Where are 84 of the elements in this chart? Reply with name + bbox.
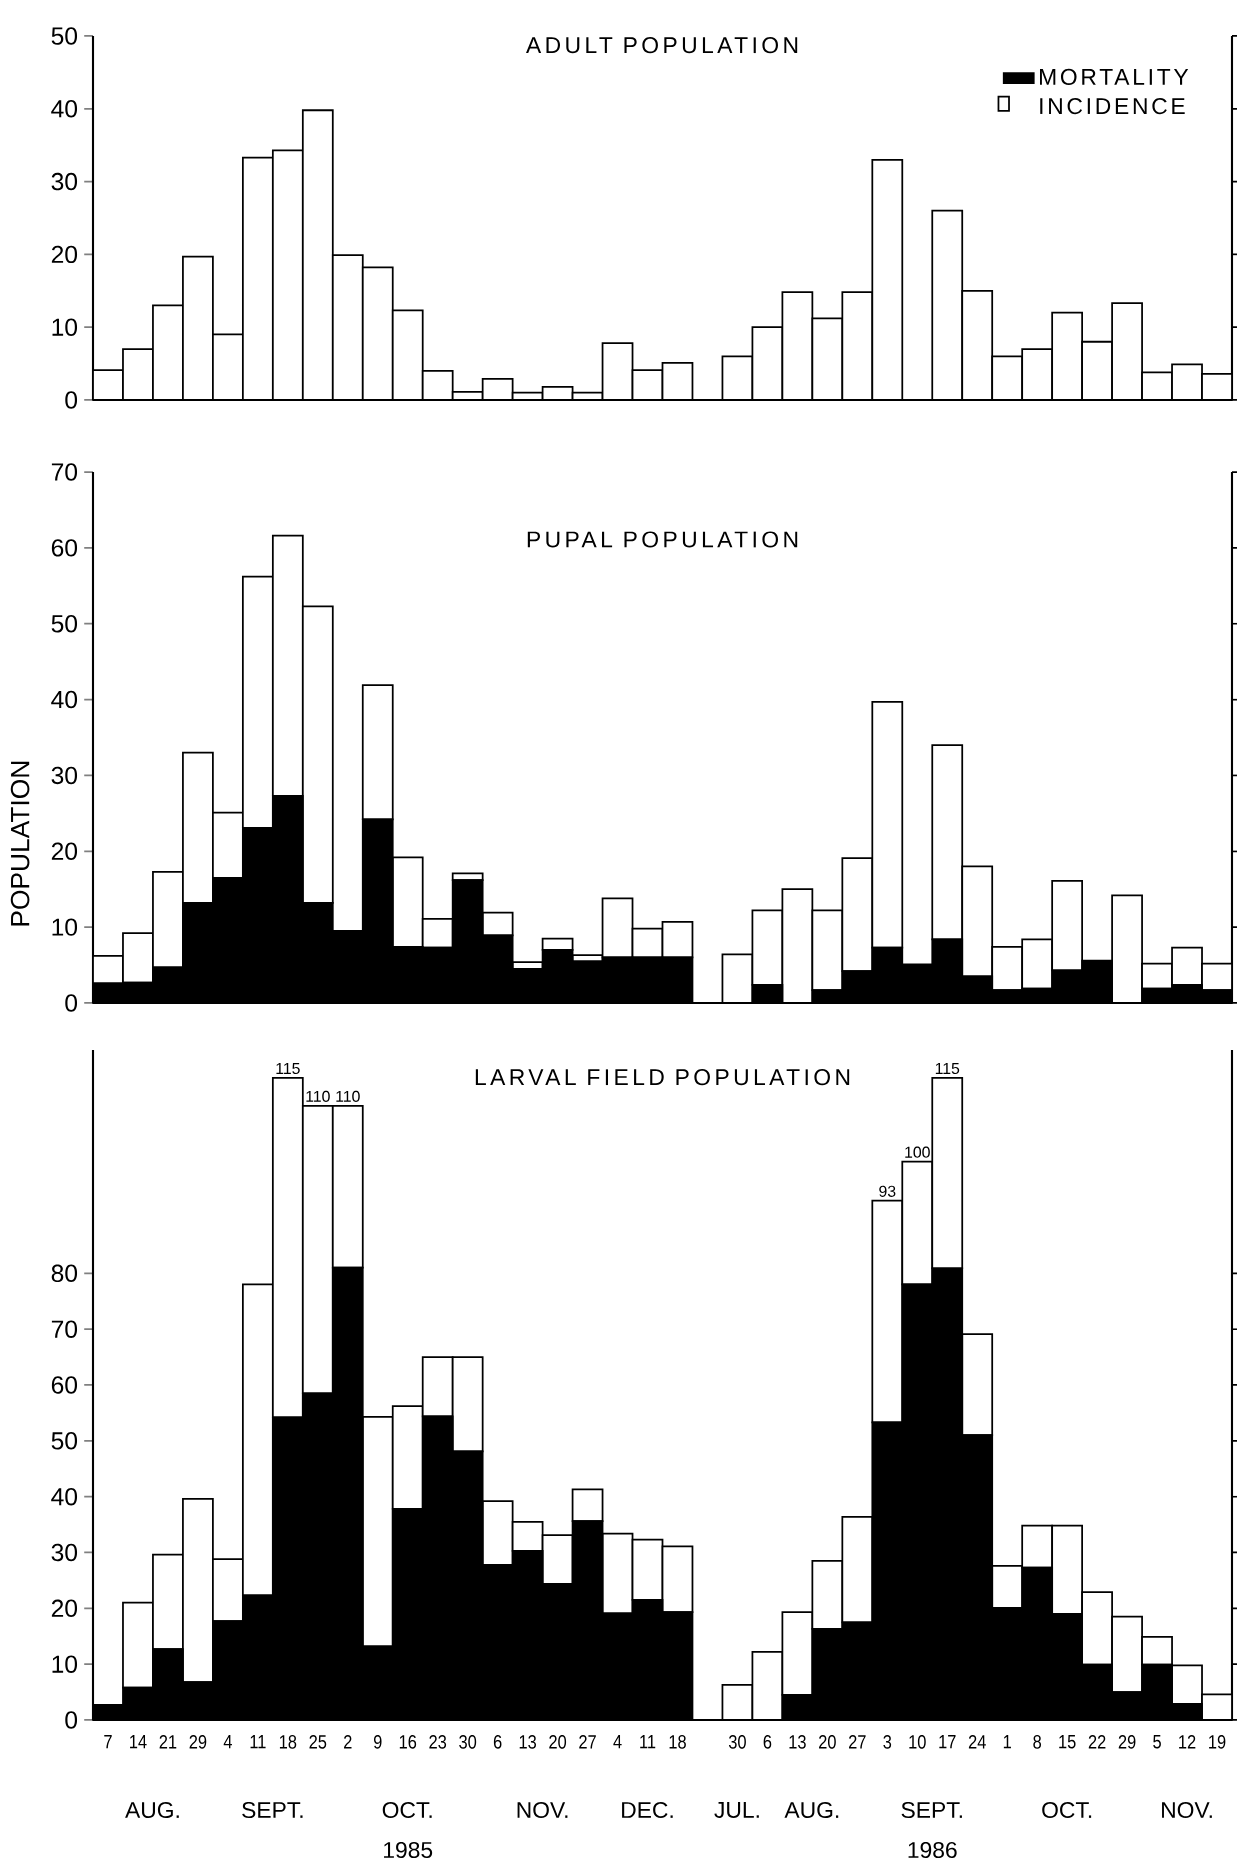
legend-label: INCIDENCE	[1040, 97, 1185, 115]
x-tick-label: 5	[1153, 1735, 1161, 1749]
x-tick-label: 13	[519, 1735, 537, 1749]
text: PUPAL POPULATION	[527, 531, 798, 548]
x-tick-label: 3	[883, 1735, 892, 1749]
legend-label: MORTALITY	[1040, 68, 1189, 86]
x-tick-label: 10	[909, 1735, 926, 1749]
text: LARVAL FIELD POPULATION	[475, 1069, 850, 1086]
text: NOV.	[517, 1801, 568, 1819]
x-tick-label: 15	[1059, 1735, 1076, 1749]
y-tick-label: 30	[51, 172, 78, 191]
text: SEPT.	[242, 1801, 303, 1819]
total-label: 115	[935, 1063, 960, 1075]
x-tick-label: 22	[1088, 1735, 1106, 1749]
x-tick-label: 16	[399, 1735, 417, 1749]
y-tick-label: 10	[52, 318, 78, 336]
x-tick-label: 6	[763, 1735, 772, 1749]
x-tick-label: 18	[279, 1735, 297, 1749]
y-tick-label: 70	[51, 1320, 78, 1338]
y-tick-label: 0	[65, 391, 78, 409]
x-tick-label: 7	[104, 1735, 112, 1749]
y-tick-label: 10	[52, 1655, 78, 1673]
text: OCT.	[1042, 1801, 1092, 1819]
total-label: 115	[276, 1063, 300, 1075]
y-tick-label: 10	[52, 918, 78, 936]
x-tick-label: 27	[849, 1735, 866, 1749]
x-tick-label: 8	[1033, 1735, 1042, 1749]
text: SEPT.	[901, 1801, 962, 1819]
total-label: 110	[336, 1090, 360, 1102]
x-tick-label: 18	[669, 1735, 686, 1749]
x-tick-label: 11	[640, 1735, 656, 1749]
total-label: 110	[306, 1090, 330, 1102]
y-tick-label: 70	[51, 463, 78, 481]
y-tick-label: 80	[51, 1264, 78, 1283]
x-tick-label: 1	[1003, 1735, 1011, 1749]
text: 1985	[384, 1841, 433, 1859]
x-tick-label: 23	[429, 1735, 447, 1749]
text: AUG.	[784, 1801, 839, 1819]
x-tick-label: 27	[579, 1735, 596, 1749]
x-tick-label: 29	[189, 1735, 207, 1749]
y-tick-label: 50	[51, 27, 78, 45]
x-tick-label: 21	[159, 1735, 177, 1749]
x-tick-label: 20	[819, 1735, 836, 1749]
y-tick-label: 20	[51, 245, 78, 264]
text: AUG.	[125, 1801, 179, 1819]
total-label: 100	[905, 1146, 930, 1158]
x-tick-label: 12	[1179, 1735, 1196, 1749]
text: JUL.	[714, 1802, 759, 1818]
y-tick-label: 0	[65, 994, 78, 1012]
x-tick-label: 14	[130, 1735, 147, 1749]
text: NOV.	[1162, 1801, 1212, 1819]
x-tick-label: 29	[1118, 1735, 1136, 1749]
y-tick-label: 30	[51, 1543, 78, 1562]
x-tick-label: 19	[1209, 1735, 1226, 1749]
x-tick-label: 24	[968, 1735, 986, 1749]
y-tick-label: 40	[51, 100, 78, 118]
x-tick-label: 30	[728, 1735, 746, 1749]
text: DEC.	[622, 1801, 673, 1819]
text: OCT.	[382, 1801, 432, 1819]
text: 1986	[908, 1841, 957, 1859]
y-tick-label: 50	[51, 1432, 78, 1450]
chart-title: ADULT POPULATION	[526, 37, 798, 54]
y-tick-label: 0	[65, 1711, 78, 1729]
y-tick-label: 20	[51, 842, 78, 860]
x-tick-label: 30	[459, 1735, 477, 1749]
x-tick-label: 4	[223, 1735, 232, 1749]
x-tick-label: 4	[613, 1735, 622, 1749]
y-tick-label: 20	[51, 1599, 78, 1618]
total-label: 93	[879, 1185, 896, 1197]
x-tick-label: 17	[939, 1735, 956, 1749]
x-tick-label: 25	[309, 1735, 327, 1749]
x-tick-label: 20	[549, 1735, 567, 1749]
y-tick-label: 60	[51, 1376, 78, 1394]
x-tick-label: 6	[493, 1735, 502, 1749]
y-tick-label: 60	[51, 539, 78, 557]
y-tick-label: 40	[51, 690, 78, 709]
x-tick-label: 13	[789, 1735, 806, 1749]
x-tick-label: 2	[344, 1735, 352, 1749]
x-tick-label: 9	[373, 1735, 382, 1749]
y-tick-label: 30	[51, 766, 78, 785]
y-tick-label: 40	[51, 1487, 78, 1506]
x-tick-label: 11	[250, 1735, 266, 1749]
y-tick-label: 50	[51, 614, 78, 633]
y-axis-title: POPULATION	[10, 761, 30, 926]
